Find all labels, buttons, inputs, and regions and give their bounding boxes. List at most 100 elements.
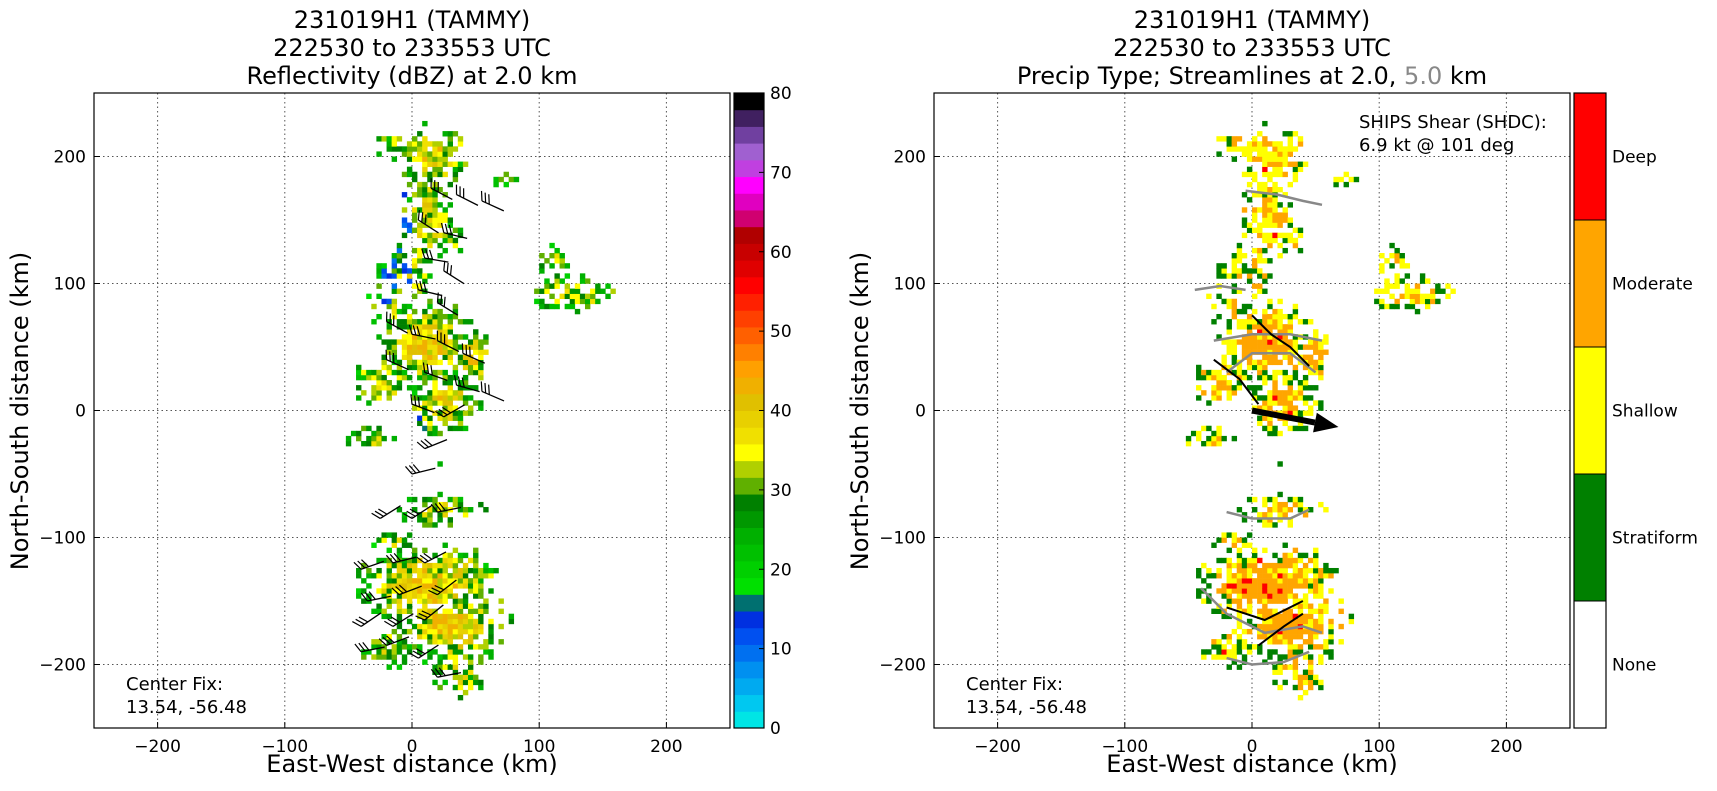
- reflectivity-pixel: [580, 278, 585, 283]
- precip-type-pixel: [1313, 609, 1318, 614]
- reflectivity-pixel: [437, 558, 442, 563]
- reflectivity-pixel: [392, 299, 397, 304]
- precip-type-pixel: [1267, 583, 1272, 588]
- reflectivity-pixel: [387, 563, 392, 568]
- precip-type-pixel: [1394, 284, 1399, 289]
- precip-type-pixel: [1318, 619, 1323, 624]
- precip-type-pixel: [1272, 670, 1277, 675]
- precip-type-pixel: [1257, 588, 1262, 593]
- reflectivity-pixel: [488, 639, 493, 644]
- colorbar-segment: [734, 160, 764, 177]
- reflectivity-pixel: [407, 360, 412, 365]
- reflectivity-pixel: [422, 121, 427, 126]
- precip-type-pixel: [1394, 299, 1399, 304]
- reflectivity-pixel: [483, 507, 488, 512]
- reflectivity-pixel: [427, 400, 432, 405]
- precip-type-pixel: [1308, 659, 1313, 664]
- precip-type-pixel: [1257, 365, 1262, 370]
- reflectivity-pixel: [478, 568, 483, 573]
- reflectivity-pixel: [397, 319, 402, 324]
- precip-type-pixel: [1415, 289, 1420, 294]
- colorbar-tick-label: 70: [770, 163, 792, 183]
- reflectivity-pixel: [463, 614, 468, 619]
- precip-type-pixel: [1283, 157, 1288, 162]
- reflectivity-pixel: [397, 289, 402, 294]
- reflectivity-pixel: [427, 512, 432, 517]
- precip-type-pixel: [1247, 644, 1252, 649]
- reflectivity-pixel: [407, 319, 412, 324]
- precip-type-pixel: [1318, 609, 1323, 614]
- precip-type-pixel: [1242, 233, 1247, 238]
- precip-type-pixel: [1211, 431, 1216, 436]
- precip-type-pixel: [1288, 385, 1293, 390]
- reflectivity-pixel: [443, 563, 448, 568]
- precip-type-pixel: [1267, 405, 1272, 410]
- reflectivity-pixel: [453, 563, 458, 568]
- reflectivity-pixel: [422, 233, 427, 238]
- reflectivity-pixel: [478, 355, 483, 360]
- precip-type-pixel: [1303, 319, 1308, 324]
- precip-type-pixel: [1277, 370, 1282, 375]
- precip-type-pixel: [1288, 578, 1293, 583]
- reflectivity-pixel: [407, 355, 412, 360]
- reflectivity-pixel: [458, 502, 463, 507]
- reflectivity-pixel: [443, 157, 448, 162]
- reflectivity-pixel: [417, 192, 422, 197]
- reflectivity-pixel: [448, 624, 453, 629]
- reflectivity-pixel: [417, 365, 422, 370]
- precip-type-pixel: [1293, 375, 1298, 380]
- precip-type-pixel: [1267, 497, 1272, 502]
- reflectivity-pixel: [468, 370, 473, 375]
- precip-type-pixel: [1221, 649, 1226, 654]
- reflectivity-pixel: [443, 151, 448, 156]
- reflectivity-pixel: [412, 309, 417, 314]
- reflectivity-pixel: [453, 334, 458, 339]
- precip-type-pixel: [1247, 375, 1252, 380]
- reflectivity-pixel: [443, 207, 448, 212]
- reflectivity-pixel: [381, 588, 386, 593]
- precip-type-pixel: [1303, 578, 1308, 583]
- reflectivity-pixel: [392, 273, 397, 278]
- reflectivity-pixel: [432, 212, 437, 217]
- precip-type-pixel: [1262, 568, 1267, 573]
- precip-type-pixel: [1277, 512, 1282, 517]
- reflectivity-pixel: [432, 233, 437, 238]
- precip-type-pixel: [1288, 558, 1293, 563]
- reflectivity-pixel: [448, 136, 453, 141]
- precip-type-pixel: [1206, 441, 1211, 446]
- precip-type-pixel: [1293, 172, 1298, 177]
- precip-type-pixel: [1237, 273, 1242, 278]
- reflectivity-pixel: [371, 654, 376, 659]
- precip-type-pixel: [1262, 319, 1267, 324]
- precip-type-pixel: [1288, 507, 1293, 512]
- reflectivity-pixel: [387, 385, 392, 390]
- precip-type-pixel: [1277, 593, 1282, 598]
- reflectivity-pixel: [402, 355, 407, 360]
- precip-type-pixel: [1232, 598, 1237, 603]
- reflectivity-pixel: [478, 654, 483, 659]
- reflectivity-pixel: [585, 304, 590, 309]
- reflectivity-pixel: [458, 497, 463, 502]
- reflectivity-pixel: [432, 162, 437, 167]
- reflectivity-pixel: [448, 375, 453, 380]
- precip-type-pixel: [1242, 253, 1247, 258]
- precip-type-pixel: [1293, 131, 1298, 136]
- precip-type-pixel: [1277, 578, 1282, 583]
- reflectivity-pixel: [453, 502, 458, 507]
- precip-type-pixel: [1308, 395, 1313, 400]
- precip-type-pixel: [1232, 339, 1237, 344]
- precip-type-pixel: [1288, 360, 1293, 365]
- precip-type-pixel: [1227, 634, 1232, 639]
- reflectivity-pixel: [422, 563, 427, 568]
- precip-type-pixel: [1247, 157, 1252, 162]
- precip-type-pixel: [1277, 558, 1282, 563]
- precip-type-pixel: [1257, 284, 1262, 289]
- reflectivity-pixel: [376, 426, 381, 431]
- reflectivity-pixel: [534, 289, 539, 294]
- precip-type-pixel: [1242, 573, 1247, 578]
- reflectivity-pixel: [468, 578, 473, 583]
- precip-type-pixel: [1272, 426, 1277, 431]
- precip-type-pixel: [1247, 583, 1252, 588]
- reflectivity-pixel: [432, 238, 437, 243]
- precip-type-pixel: [1227, 339, 1232, 344]
